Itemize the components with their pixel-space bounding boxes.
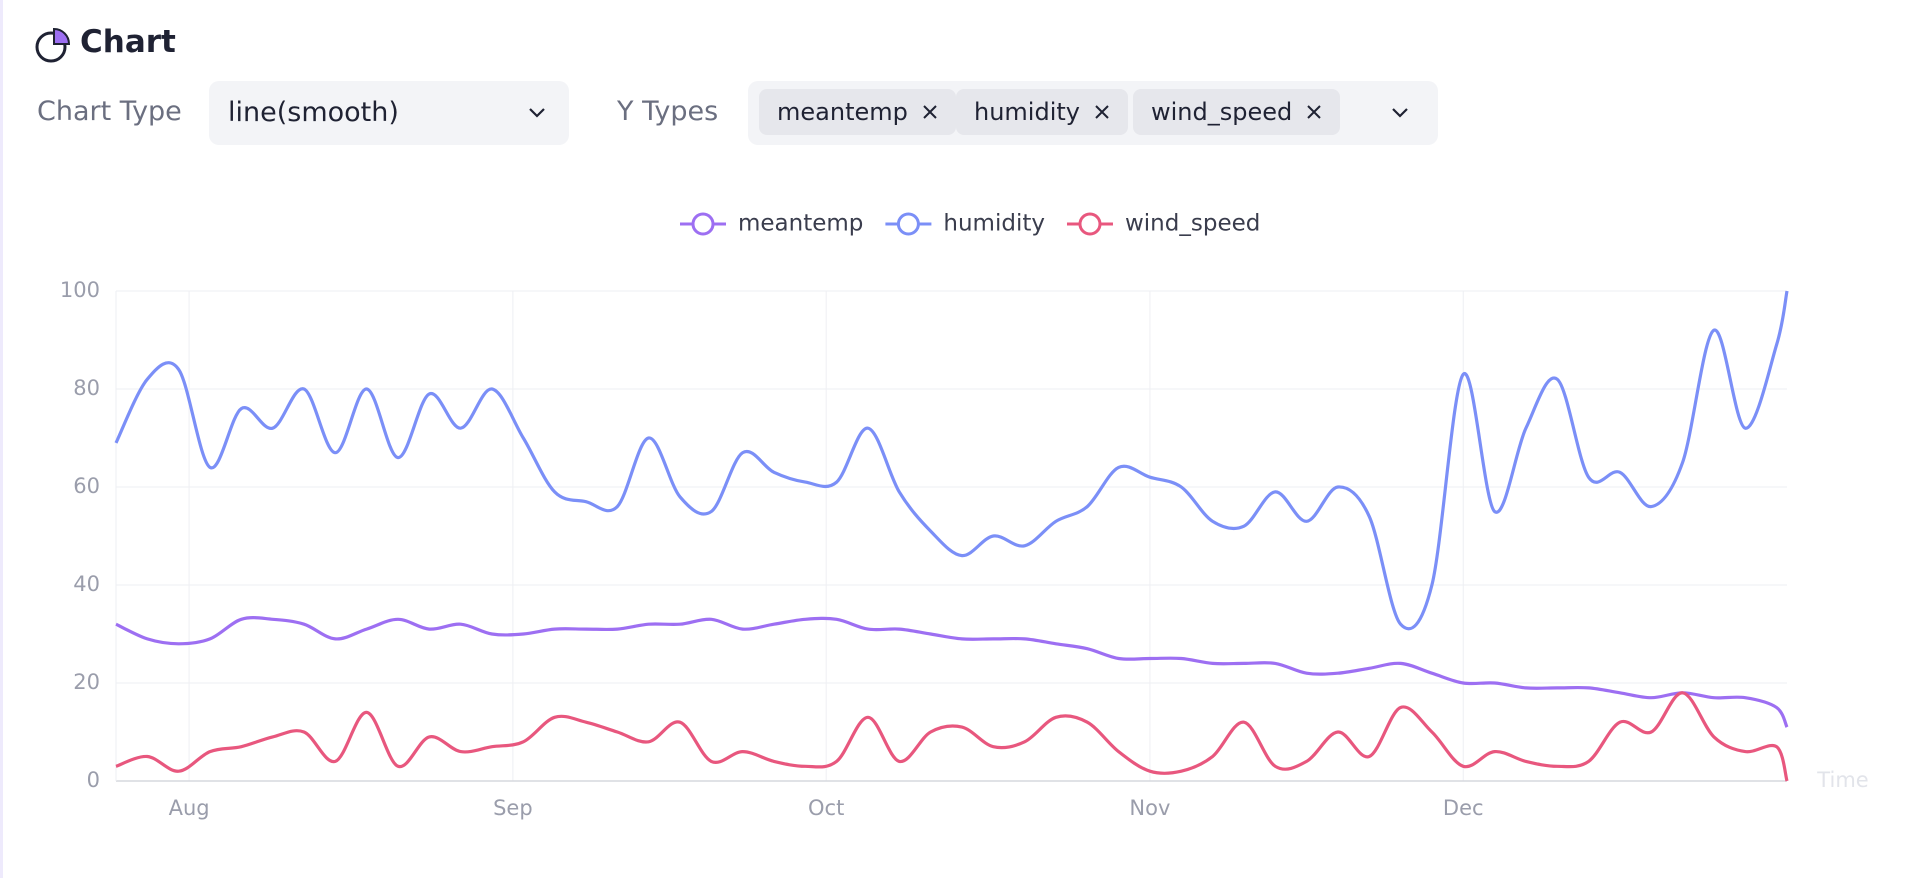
tag-text: meantemp bbox=[777, 98, 908, 126]
tag-remove[interactable] bbox=[1306, 104, 1322, 120]
x-tick-label: Oct bbox=[808, 796, 844, 820]
legend-label[interactable]: meantemp bbox=[738, 211, 863, 237]
series-line bbox=[115, 616, 1789, 728]
x-tick-label: Dec bbox=[1443, 796, 1484, 820]
chart-type-label: Chart Type bbox=[37, 96, 182, 127]
tag-text: wind_speed bbox=[1151, 98, 1293, 126]
x-tick-label: Nov bbox=[1129, 796, 1170, 820]
y-tick-label: 0 bbox=[87, 768, 100, 792]
series-line bbox=[115, 691, 1789, 782]
chevron bbox=[529, 108, 545, 118]
y-types-select[interactable]: meantemp humidity wind_speed bbox=[748, 81, 1438, 145]
x-tick-label: Aug bbox=[169, 796, 210, 820]
chart-icon bbox=[35, 27, 71, 63]
y-tick-label: 80 bbox=[73, 376, 100, 400]
left-border bbox=[0, 0, 3, 878]
legend-marker bbox=[896, 212, 920, 236]
tag: humidity bbox=[956, 89, 1128, 135]
legend-label[interactable]: wind_speed bbox=[1125, 211, 1260, 237]
tag: meantemp bbox=[759, 89, 956, 135]
tag: wind_speed bbox=[1133, 89, 1341, 135]
x-tick-label: Sep bbox=[493, 796, 533, 820]
y-tick-label: 100 bbox=[60, 278, 100, 302]
y-tick-label: 20 bbox=[73, 670, 100, 694]
tag-remove[interactable] bbox=[922, 104, 938, 120]
legend-marker bbox=[691, 212, 715, 236]
series-line bbox=[114, 290, 1789, 631]
y-types-label: Y Types bbox=[617, 96, 719, 127]
page-title: Chart bbox=[80, 24, 176, 60]
tag-text: humidity bbox=[974, 98, 1080, 126]
chart-type-select[interactable]: line(smooth) bbox=[209, 81, 569, 145]
legend-label[interactable]: humidity bbox=[943, 211, 1045, 237]
tag-remove[interactable] bbox=[1094, 104, 1110, 120]
y-tick-label: 40 bbox=[73, 572, 100, 596]
legend-marker bbox=[1078, 212, 1102, 236]
y-tick-label: 60 bbox=[73, 474, 100, 498]
chevron bbox=[1392, 108, 1408, 118]
x-axis-title: Time bbox=[1816, 768, 1868, 792]
chart-type-value: line(smooth) bbox=[228, 97, 399, 128]
